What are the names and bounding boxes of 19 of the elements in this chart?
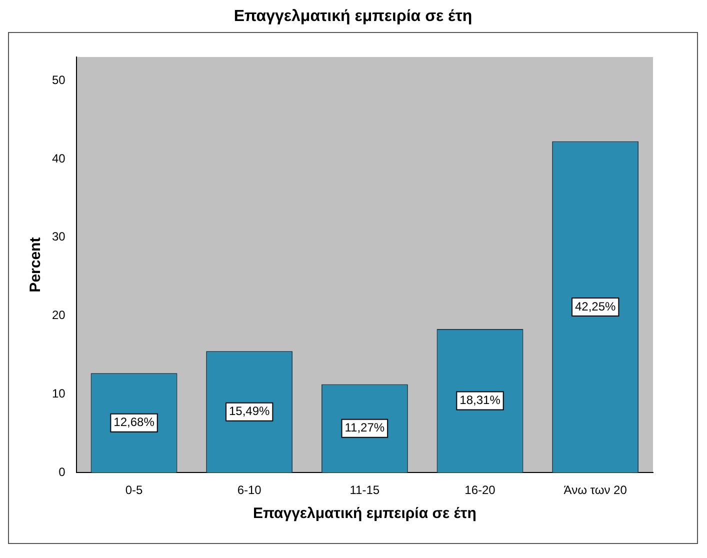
y-tick-label: 30	[52, 230, 66, 244]
data-label: 11,27%	[344, 420, 385, 435]
x-tick-label: 0-5	[125, 483, 144, 498]
y-axis-title: Percent	[27, 237, 44, 292]
x-tick-label: Άνω των 20	[564, 483, 628, 498]
data-label: 18,31%	[460, 393, 501, 408]
y-tick-label: 20	[52, 308, 66, 322]
y-tick-label: 0	[58, 464, 66, 479]
x-tick-label: 6-10	[237, 483, 262, 498]
y-tick-label: 40	[52, 151, 66, 166]
y-tick-label: 50	[52, 72, 66, 87]
chart-title: Επαγγελματική εμπειρία σε έτη	[232, 8, 474, 27]
y-tick-label: 10	[52, 386, 66, 400]
data-label: 15,49%	[228, 404, 270, 418]
x-tick-label: 11-15	[350, 483, 380, 498]
data-label: 12,68%	[114, 415, 155, 430]
x-tick-label: 16-20	[464, 483, 496, 498]
x-axis-title: Επαγγελματική εμπειρία σε έτη	[252, 505, 476, 522]
data-label: 42,25%	[574, 299, 616, 314]
